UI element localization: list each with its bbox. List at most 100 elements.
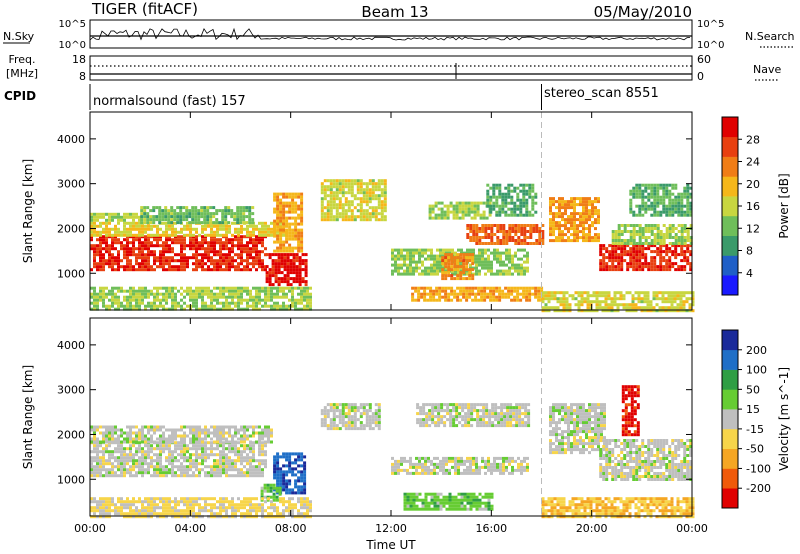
data-cell xyxy=(143,212,147,216)
data-cell xyxy=(245,206,249,210)
data-cell xyxy=(203,218,207,222)
data-cell xyxy=(674,186,678,190)
data-cell xyxy=(607,291,611,295)
data-cell xyxy=(102,227,105,231)
data-cell xyxy=(534,289,538,293)
data-cell xyxy=(258,289,261,293)
data-cell xyxy=(213,447,216,451)
data-cell xyxy=(150,428,153,432)
data-cell xyxy=(374,185,378,189)
data-cell xyxy=(228,428,231,432)
data-cell xyxy=(258,259,261,263)
data-cell xyxy=(105,221,108,225)
data-cell xyxy=(300,246,304,250)
data-cell xyxy=(439,266,442,270)
data-cell xyxy=(505,233,509,236)
data-cell xyxy=(484,248,487,252)
data-cell xyxy=(629,233,633,236)
data-cell xyxy=(508,248,511,252)
data-cell xyxy=(365,200,369,204)
data-cell xyxy=(222,465,225,469)
data-cell xyxy=(252,425,255,429)
data-cell xyxy=(288,216,292,220)
data-cell xyxy=(99,431,102,435)
data-cell xyxy=(213,471,216,475)
data-cell xyxy=(647,236,651,239)
data-cell xyxy=(632,239,636,242)
data-cell xyxy=(444,253,448,257)
data-cell xyxy=(221,215,225,219)
data-cell xyxy=(335,185,339,189)
data-cell xyxy=(108,437,111,441)
data-cell xyxy=(264,268,267,272)
data-cell xyxy=(602,259,606,263)
data-cell xyxy=(99,238,102,242)
data-cell xyxy=(141,471,144,475)
data-cell xyxy=(203,221,207,225)
data-cell xyxy=(635,244,639,248)
data-cell xyxy=(547,306,551,310)
data-cell xyxy=(216,468,219,472)
data-cell xyxy=(144,456,147,460)
data-cell xyxy=(544,306,548,310)
data-cell xyxy=(144,235,147,239)
data-cell xyxy=(135,238,138,242)
data-cell xyxy=(105,238,108,242)
data-cell xyxy=(102,450,105,454)
data-cell xyxy=(102,437,105,441)
data-cell xyxy=(567,200,570,204)
nsky-label: N.Sky xyxy=(3,30,35,43)
data-cell xyxy=(436,266,439,270)
data-cell xyxy=(225,244,228,248)
data-cell xyxy=(579,200,582,204)
data-cell xyxy=(271,268,275,272)
data-cell xyxy=(114,247,117,251)
data-cell xyxy=(102,298,105,302)
data-cell xyxy=(243,250,246,254)
data-cell xyxy=(165,250,168,254)
data-cell xyxy=(153,304,156,308)
data-cell xyxy=(622,306,626,310)
data-cell xyxy=(674,207,678,211)
data-cell xyxy=(99,298,102,302)
data-cell xyxy=(120,241,123,245)
data-cell xyxy=(564,227,567,231)
data-cell xyxy=(246,437,249,441)
data-cell xyxy=(294,458,298,462)
data-cell xyxy=(282,295,285,299)
data-cell xyxy=(201,437,204,441)
data-cell xyxy=(676,291,680,295)
data-cell xyxy=(159,447,162,451)
data-cell xyxy=(644,262,648,266)
data-cell xyxy=(406,248,409,252)
data-cell xyxy=(171,289,174,293)
data-cell xyxy=(662,210,666,214)
data-cell xyxy=(465,295,469,299)
data-cell xyxy=(138,227,141,231)
data-cell xyxy=(168,453,171,457)
data-cell xyxy=(237,304,240,308)
data-cell xyxy=(674,236,678,239)
data-cell xyxy=(380,179,384,183)
data-cell xyxy=(263,486,267,490)
data-cell xyxy=(421,248,424,252)
data-cell xyxy=(156,265,159,269)
data-cell xyxy=(282,289,285,293)
data-cell xyxy=(437,207,441,211)
data-cell xyxy=(564,206,567,210)
data-cell xyxy=(141,465,144,469)
data-cell xyxy=(423,292,427,296)
data-cell xyxy=(447,268,451,272)
data-cell xyxy=(504,186,508,190)
data-cell xyxy=(186,447,189,451)
data-cell xyxy=(594,233,597,237)
data-cell xyxy=(635,256,639,260)
data-cell xyxy=(228,238,231,242)
data-cell xyxy=(528,195,532,199)
cpid-mode-normalsound: normalsound (fast) 157 xyxy=(93,94,246,109)
data-cell xyxy=(450,262,454,266)
data-cell xyxy=(459,256,463,260)
data-cell xyxy=(120,453,123,457)
data-cell xyxy=(111,292,114,296)
